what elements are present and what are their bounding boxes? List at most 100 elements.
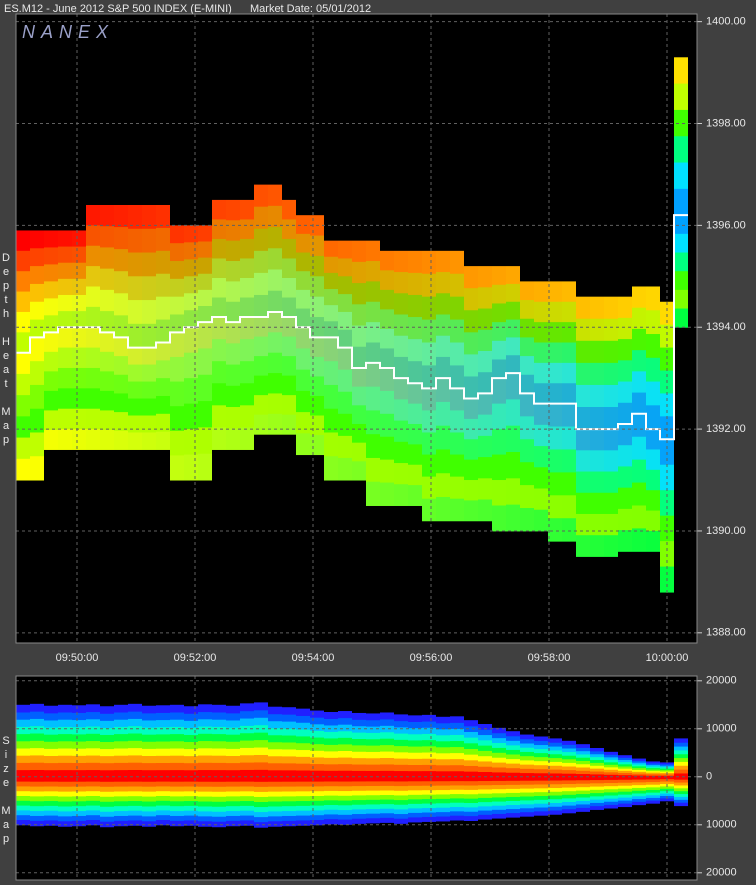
size-band — [366, 790, 380, 796]
heat-cell — [100, 311, 114, 333]
size-band — [450, 764, 464, 772]
size-band — [478, 776, 492, 782]
size-band — [380, 725, 394, 733]
size-band — [58, 776, 72, 783]
size-band — [72, 733, 86, 742]
heat-cell — [534, 301, 548, 323]
heat-cell — [324, 337, 338, 362]
size-band — [534, 803, 548, 809]
heat-cell — [450, 388, 464, 411]
heat-cell — [86, 408, 100, 430]
heat-cell — [100, 410, 114, 431]
heat-cell — [660, 301, 674, 326]
heat-cell — [562, 362, 576, 384]
size-band — [674, 799, 688, 804]
size-band — [520, 734, 534, 740]
size-band — [366, 799, 380, 805]
size-band — [156, 810, 170, 816]
size-band — [450, 789, 464, 795]
size-band — [226, 748, 240, 756]
heat-cell — [380, 309, 394, 330]
size-band — [450, 798, 464, 804]
size-band — [268, 734, 282, 743]
size-band — [380, 799, 394, 805]
size-band — [464, 771, 478, 778]
size-band — [338, 750, 352, 758]
size-band — [310, 770, 324, 778]
size-band — [240, 791, 254, 797]
size-band — [156, 786, 170, 792]
size-band — [408, 812, 422, 818]
heat-cell — [576, 450, 590, 473]
size-band — [170, 786, 184, 792]
size-band — [268, 762, 282, 771]
size-band — [86, 810, 100, 816]
size-band — [366, 804, 380, 810]
size-band — [58, 816, 72, 822]
size-band — [408, 758, 422, 766]
size-band — [324, 805, 338, 811]
size-band — [352, 719, 366, 727]
size-band — [226, 705, 240, 714]
size-band — [100, 786, 114, 793]
size-band — [520, 755, 534, 761]
size-band — [548, 780, 562, 785]
size-band — [352, 712, 366, 720]
heat-cell — [436, 449, 450, 474]
heat-cell — [282, 375, 296, 396]
size-band — [30, 781, 44, 788]
size-band — [534, 811, 548, 816]
heat-cell — [548, 472, 562, 496]
size-band — [534, 780, 548, 785]
heat-cell — [296, 252, 310, 272]
heat-cell — [128, 415, 142, 433]
size-band — [226, 712, 240, 721]
size-band — [576, 780, 590, 785]
size-band — [142, 712, 156, 721]
size-band — [450, 776, 464, 782]
heat-cell — [296, 327, 310, 349]
size-band — [674, 779, 688, 784]
size-band — [282, 786, 296, 792]
heat-cell — [16, 373, 30, 396]
size-band — [562, 766, 576, 771]
heat-cell — [184, 429, 198, 456]
heat-cell — [674, 289, 688, 310]
size-band — [282, 707, 296, 715]
heat-cell — [240, 317, 254, 340]
heat-cell — [338, 240, 352, 259]
heat-cell — [520, 439, 534, 463]
heat-cell — [226, 301, 240, 323]
heat-cell — [170, 381, 184, 407]
size-band — [86, 805, 100, 811]
heat-cell — [352, 386, 366, 406]
heat-cell — [226, 407, 240, 429]
heat-cell — [646, 286, 660, 311]
heat-cell — [86, 429, 100, 450]
size-band — [114, 811, 128, 817]
size-band — [44, 705, 58, 714]
heat-cell — [170, 356, 184, 383]
heat-cell — [240, 277, 254, 299]
heat-cell — [632, 307, 646, 330]
size-band — [590, 776, 604, 781]
size-band — [16, 704, 30, 713]
size-band — [394, 776, 408, 782]
heat-cell — [296, 348, 310, 371]
size-band — [338, 724, 352, 732]
size-band — [184, 810, 198, 817]
heat-cell — [226, 199, 240, 221]
y-tick-label: 10000 — [706, 723, 737, 735]
size-band — [142, 791, 156, 798]
size-band — [296, 708, 310, 716]
heat-cell — [534, 488, 548, 511]
size-band — [268, 706, 282, 715]
size-band — [72, 815, 86, 822]
heat-cell — [464, 500, 478, 522]
size-band — [464, 731, 478, 738]
heat-cell — [464, 332, 478, 355]
size-band — [324, 809, 338, 815]
heat-cell — [352, 240, 366, 263]
size-band — [478, 789, 492, 795]
size-band — [464, 803, 478, 808]
